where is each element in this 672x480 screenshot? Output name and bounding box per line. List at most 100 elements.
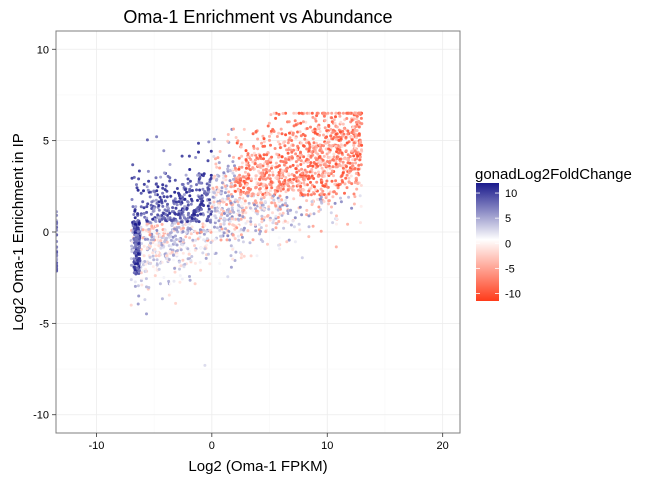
data-point [155, 236, 158, 239]
data-point [160, 198, 163, 201]
data-point [255, 186, 258, 189]
data-point [181, 278, 184, 281]
data-point [187, 214, 190, 217]
data-point [284, 157, 287, 160]
data-point [307, 177, 310, 180]
data-point [345, 149, 348, 152]
data-point [299, 191, 302, 194]
data-point [303, 138, 306, 141]
data-point [273, 112, 276, 115]
data-point [282, 227, 285, 230]
data-point [208, 202, 211, 205]
data-point [240, 146, 243, 149]
data-point [173, 191, 176, 194]
data-point [162, 276, 165, 279]
data-point [310, 193, 313, 196]
data-point [298, 223, 301, 226]
data-point [322, 134, 325, 137]
data-point [332, 190, 335, 193]
data-point [308, 143, 311, 146]
data-point [159, 247, 162, 250]
data-point [195, 183, 198, 186]
data-point [251, 154, 254, 157]
data-point [225, 203, 228, 206]
data-point [359, 140, 362, 143]
data-point [142, 189, 145, 192]
data-point [147, 170, 150, 173]
data-point [150, 204, 153, 207]
data-point [230, 254, 233, 257]
data-point [205, 230, 208, 233]
data-point [254, 162, 257, 165]
legend-tick-label: -10 [505, 288, 521, 300]
data-point [268, 174, 271, 177]
data-point [224, 191, 227, 194]
data-point [285, 196, 288, 199]
data-point [259, 166, 262, 169]
data-point [189, 279, 192, 282]
data-point [164, 188, 167, 191]
data-point [207, 210, 210, 213]
data-point [134, 223, 137, 226]
data-point [213, 191, 216, 194]
data-point [353, 195, 356, 198]
data-point [348, 112, 351, 115]
data-point [327, 138, 330, 141]
data-point [240, 155, 243, 158]
data-point [199, 246, 202, 249]
data-point [161, 183, 164, 186]
data-point [278, 247, 281, 250]
data-point [288, 120, 291, 123]
data-point [176, 203, 179, 206]
data-point [175, 228, 178, 231]
data-point [234, 198, 237, 201]
data-point [148, 231, 151, 234]
data-point [207, 253, 210, 256]
data-point [246, 195, 249, 198]
data-point [312, 137, 315, 140]
data-point [216, 226, 219, 229]
y-tick-label: 0 [43, 227, 49, 239]
data-point [342, 164, 345, 167]
data-point [173, 212, 176, 215]
data-point [202, 174, 205, 177]
data-point [146, 223, 149, 226]
data-point [202, 238, 205, 241]
data-point [309, 170, 312, 173]
data-point [159, 239, 162, 242]
data-point [288, 132, 291, 135]
data-point [300, 168, 303, 171]
data-point [344, 144, 347, 147]
data-point [292, 144, 295, 147]
data-point [271, 211, 274, 214]
data-point [309, 156, 312, 159]
data-point [224, 185, 227, 188]
data-point [284, 202, 287, 205]
data-point [147, 189, 150, 192]
data-point [313, 185, 316, 188]
color-legend: gonadLog2FoldChange 1050-5-10 [475, 166, 632, 301]
data-point [346, 174, 349, 177]
data-point [281, 169, 284, 172]
data-point [188, 253, 191, 256]
data-point [270, 186, 273, 189]
data-point [208, 180, 211, 183]
data-point [141, 277, 144, 280]
data-point [145, 312, 148, 315]
data-point [185, 223, 188, 226]
data-point [207, 215, 210, 218]
data-point [283, 164, 286, 167]
data-point [186, 200, 189, 203]
data-point [158, 268, 161, 271]
data-point [344, 136, 347, 139]
data-point [323, 185, 326, 188]
data-point [134, 285, 137, 288]
data-point [314, 172, 317, 175]
data-point [152, 265, 155, 268]
data-point [284, 112, 287, 115]
data-point [196, 214, 199, 217]
data-point [180, 264, 183, 267]
data-point [355, 133, 358, 136]
data-point [146, 138, 149, 141]
data-point [130, 264, 133, 267]
